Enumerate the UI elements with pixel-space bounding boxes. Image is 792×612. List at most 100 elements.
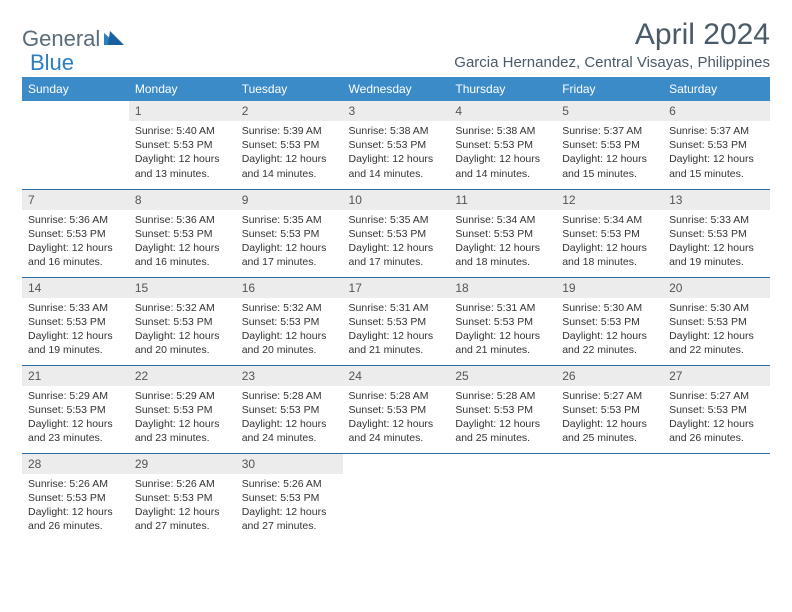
day-number: 6 [663, 101, 770, 121]
day-number: 27 [663, 366, 770, 386]
calendar-day-cell: 4Sunrise: 5:38 AMSunset: 5:53 PMDaylight… [449, 101, 556, 189]
day-number: 1 [129, 101, 236, 121]
day-number: 19 [556, 278, 663, 298]
day-details: Sunrise: 5:36 AMSunset: 5:53 PMDaylight:… [129, 210, 236, 276]
weekday-header: Wednesday [343, 77, 450, 101]
day-number: 16 [236, 278, 343, 298]
calendar-day-cell: 25Sunrise: 5:28 AMSunset: 5:53 PMDayligh… [449, 365, 556, 453]
day-number: 30 [236, 454, 343, 474]
day-details: Sunrise: 5:37 AMSunset: 5:53 PMDaylight:… [556, 121, 663, 187]
day-number: 22 [129, 366, 236, 386]
day-number: 28 [22, 454, 129, 474]
day-details: Sunrise: 5:32 AMSunset: 5:53 PMDaylight:… [129, 298, 236, 364]
calendar-week-row: 14Sunrise: 5:33 AMSunset: 5:53 PMDayligh… [22, 277, 770, 365]
calendar-day-cell: 26Sunrise: 5:27 AMSunset: 5:53 PMDayligh… [556, 365, 663, 453]
calendar-day-cell: 3Sunrise: 5:38 AMSunset: 5:53 PMDaylight… [343, 101, 450, 189]
logo-line2: Blue [30, 42, 74, 76]
day-details: Sunrise: 5:35 AMSunset: 5:53 PMDaylight:… [343, 210, 450, 276]
day-details: Sunrise: 5:36 AMSunset: 5:53 PMDaylight:… [22, 210, 129, 276]
weekday-header: Friday [556, 77, 663, 101]
day-number: 20 [663, 278, 770, 298]
day-details: Sunrise: 5:27 AMSunset: 5:53 PMDaylight:… [663, 386, 770, 452]
calendar-day-cell: 27Sunrise: 5:27 AMSunset: 5:53 PMDayligh… [663, 365, 770, 453]
calendar-week-row: 21Sunrise: 5:29 AMSunset: 5:53 PMDayligh… [22, 365, 770, 453]
calendar-day-cell [556, 453, 663, 541]
title-block: April 2024 Garcia Hernandez, Central Vis… [454, 18, 770, 71]
month-title: April 2024 [454, 18, 770, 52]
calendar-day-cell: 18Sunrise: 5:31 AMSunset: 5:53 PMDayligh… [449, 277, 556, 365]
calendar-day-cell: 20Sunrise: 5:30 AMSunset: 5:53 PMDayligh… [663, 277, 770, 365]
day-number: 29 [129, 454, 236, 474]
day-number: 15 [129, 278, 236, 298]
header: General April 2024 Garcia Hernandez, Cen… [22, 18, 770, 71]
day-number: 13 [663, 190, 770, 210]
calendar-day-cell: 17Sunrise: 5:31 AMSunset: 5:53 PMDayligh… [343, 277, 450, 365]
day-number: 2 [236, 101, 343, 121]
day-details: Sunrise: 5:28 AMSunset: 5:53 PMDaylight:… [449, 386, 556, 452]
day-details: Sunrise: 5:31 AMSunset: 5:53 PMDaylight:… [343, 298, 450, 364]
weekday-header: Monday [129, 77, 236, 101]
day-details: Sunrise: 5:34 AMSunset: 5:53 PMDaylight:… [449, 210, 556, 276]
day-number: 17 [343, 278, 450, 298]
day-details: Sunrise: 5:26 AMSunset: 5:53 PMDaylight:… [236, 474, 343, 540]
day-details: Sunrise: 5:26 AMSunset: 5:53 PMDaylight:… [22, 474, 129, 540]
day-number: 18 [449, 278, 556, 298]
weekday-header: Sunday [22, 77, 129, 101]
day-number: 9 [236, 190, 343, 210]
day-details: Sunrise: 5:30 AMSunset: 5:53 PMDaylight:… [663, 298, 770, 364]
calendar-day-cell: 10Sunrise: 5:35 AMSunset: 5:53 PMDayligh… [343, 189, 450, 277]
calendar-day-cell: 7Sunrise: 5:36 AMSunset: 5:53 PMDaylight… [22, 189, 129, 277]
calendar-day-cell: 28Sunrise: 5:26 AMSunset: 5:53 PMDayligh… [22, 453, 129, 541]
calendar-table: SundayMondayTuesdayWednesdayThursdayFrid… [22, 77, 770, 541]
day-number: 12 [556, 190, 663, 210]
calendar-day-cell: 24Sunrise: 5:28 AMSunset: 5:53 PMDayligh… [343, 365, 450, 453]
calendar-day-cell [663, 453, 770, 541]
day-details: Sunrise: 5:31 AMSunset: 5:53 PMDaylight:… [449, 298, 556, 364]
day-details: Sunrise: 5:34 AMSunset: 5:53 PMDaylight:… [556, 210, 663, 276]
calendar-day-cell: 8Sunrise: 5:36 AMSunset: 5:53 PMDaylight… [129, 189, 236, 277]
day-details: Sunrise: 5:29 AMSunset: 5:53 PMDaylight:… [129, 386, 236, 452]
day-number: 25 [449, 366, 556, 386]
calendar-day-cell: 16Sunrise: 5:32 AMSunset: 5:53 PMDayligh… [236, 277, 343, 365]
calendar-day-cell: 23Sunrise: 5:28 AMSunset: 5:53 PMDayligh… [236, 365, 343, 453]
weekday-header-row: SundayMondayTuesdayWednesdayThursdayFrid… [22, 77, 770, 101]
day-number: 26 [556, 366, 663, 386]
calendar-day-cell: 1Sunrise: 5:40 AMSunset: 5:53 PMDaylight… [129, 101, 236, 189]
calendar-day-cell: 2Sunrise: 5:39 AMSunset: 5:53 PMDaylight… [236, 101, 343, 189]
calendar-week-row: 1Sunrise: 5:40 AMSunset: 5:53 PMDaylight… [22, 101, 770, 189]
calendar-day-cell: 30Sunrise: 5:26 AMSunset: 5:53 PMDayligh… [236, 453, 343, 541]
day-details: Sunrise: 5:38 AMSunset: 5:53 PMDaylight:… [343, 121, 450, 187]
calendar-body: 1Sunrise: 5:40 AMSunset: 5:53 PMDaylight… [22, 101, 770, 541]
day-number: 4 [449, 101, 556, 121]
day-details: Sunrise: 5:27 AMSunset: 5:53 PMDaylight:… [556, 386, 663, 452]
day-number: 8 [129, 190, 236, 210]
day-details: Sunrise: 5:28 AMSunset: 5:53 PMDaylight:… [236, 386, 343, 452]
calendar-day-cell: 15Sunrise: 5:32 AMSunset: 5:53 PMDayligh… [129, 277, 236, 365]
day-details: Sunrise: 5:39 AMSunset: 5:53 PMDaylight:… [236, 121, 343, 187]
day-number: 11 [449, 190, 556, 210]
day-details: Sunrise: 5:33 AMSunset: 5:53 PMDaylight:… [663, 210, 770, 276]
day-details: Sunrise: 5:37 AMSunset: 5:53 PMDaylight:… [663, 121, 770, 187]
weekday-header: Saturday [663, 77, 770, 101]
calendar-day-cell [343, 453, 450, 541]
calendar-day-cell: 9Sunrise: 5:35 AMSunset: 5:53 PMDaylight… [236, 189, 343, 277]
day-number: 14 [22, 278, 129, 298]
day-details: Sunrise: 5:26 AMSunset: 5:53 PMDaylight:… [129, 474, 236, 540]
calendar-day-cell: 12Sunrise: 5:34 AMSunset: 5:53 PMDayligh… [556, 189, 663, 277]
day-number: 10 [343, 190, 450, 210]
day-details: Sunrise: 5:28 AMSunset: 5:53 PMDaylight:… [343, 386, 450, 452]
day-details: Sunrise: 5:40 AMSunset: 5:53 PMDaylight:… [129, 121, 236, 187]
day-details: Sunrise: 5:33 AMSunset: 5:53 PMDaylight:… [22, 298, 129, 364]
day-number: 3 [343, 101, 450, 121]
calendar-day-cell [22, 101, 129, 189]
location-text: Garcia Hernandez, Central Visayas, Phili… [454, 54, 770, 71]
day-number: 24 [343, 366, 450, 386]
calendar-day-cell [449, 453, 556, 541]
calendar-day-cell: 22Sunrise: 5:29 AMSunset: 5:53 PMDayligh… [129, 365, 236, 453]
day-number: 5 [556, 101, 663, 121]
calendar-day-cell: 29Sunrise: 5:26 AMSunset: 5:53 PMDayligh… [129, 453, 236, 541]
day-details: Sunrise: 5:29 AMSunset: 5:53 PMDaylight:… [22, 386, 129, 452]
weekday-header: Thursday [449, 77, 556, 101]
day-details: Sunrise: 5:32 AMSunset: 5:53 PMDaylight:… [236, 298, 343, 364]
calendar-day-cell: 13Sunrise: 5:33 AMSunset: 5:53 PMDayligh… [663, 189, 770, 277]
